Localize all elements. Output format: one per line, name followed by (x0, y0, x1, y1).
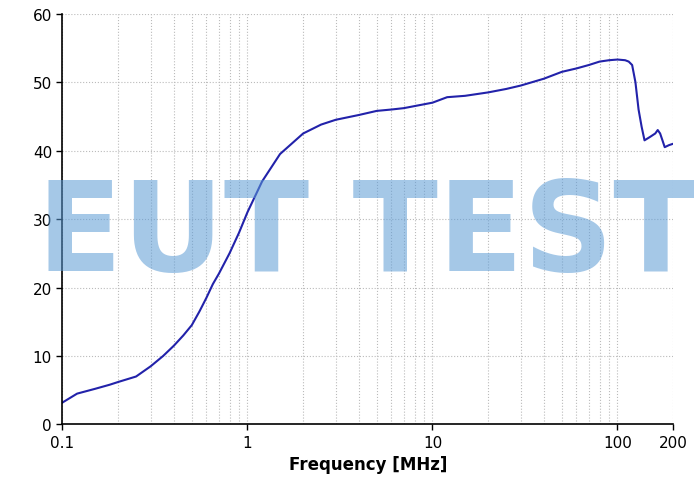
X-axis label: Frequency [MHz]: Frequency [MHz] (289, 455, 447, 473)
Text: EUT TEST: EUT TEST (37, 176, 694, 296)
